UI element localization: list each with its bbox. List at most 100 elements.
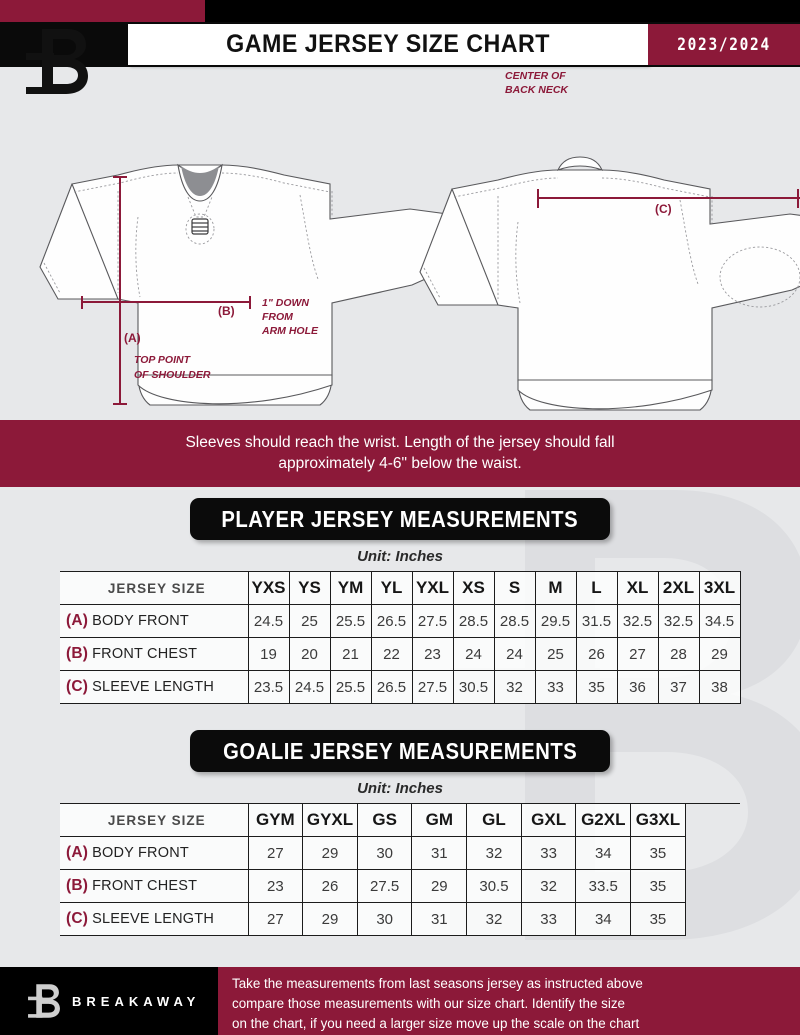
column-header-ym: YM <box>329 571 372 605</box>
row-label-body-front: (A) BODY FRONT <box>60 836 249 870</box>
cell-xs-c: 30.5 <box>452 670 495 704</box>
cell-g3xl-b: 35 <box>630 869 686 903</box>
footer-brand-name: BREAKAWAY <box>72 993 201 1009</box>
cell-s-b: 24 <box>493 637 536 671</box>
front-marker-a-label: (A) <box>124 331 141 345</box>
column-header-empty <box>685 803 740 837</box>
cell-3xl-c: 38 <box>698 670 741 704</box>
table-row: (A) BODY FRONT 24.5 25 25.5 26.5 27.5 28.5 28.5 2… <box>60 604 741 638</box>
column-header-gxl: GXL <box>520 803 577 837</box>
cell-xs-b: 24 <box>452 637 495 671</box>
column-header-jersey-size: JERSEY SIZE <box>60 803 249 837</box>
player-unit-label: Unit: Inches <box>357 548 443 565</box>
column-header-gyxl: GYXL <box>302 803 358 837</box>
cell-yl-b: 22 <box>370 637 413 671</box>
column-header-gl: GL <box>466 803 522 837</box>
cell-gym-b: 23 <box>247 869 304 903</box>
cell-3xl-b: 29 <box>698 637 741 671</box>
cell-yxs-c: 23.5 <box>247 670 290 704</box>
footer-line-2: compare those measurements with our size… <box>232 996 625 1012</box>
front-note-a-line1: TOP POINT <box>134 354 192 366</box>
cell-m-c: 33 <box>534 670 577 704</box>
cell-g2xl-a: 34 <box>575 836 632 870</box>
table-row: (C) SLEEVE LENGTH 27 29 30 31 32 33 34 35 <box>60 902 740 936</box>
cell-xl-b: 27 <box>616 637 659 671</box>
row-label-sleeve-length: (C) SLEEVE LENGTH <box>60 670 249 704</box>
cell-l-c: 35 <box>575 670 618 704</box>
top-strip-black <box>205 0 800 22</box>
cell-2xl-c: 37 <box>657 670 700 704</box>
cell-g3xl-c: 35 <box>630 902 686 936</box>
cell-ys-c: 24.5 <box>288 670 331 704</box>
column-header-yxl: YXL <box>411 571 454 605</box>
column-header-yl: YL <box>370 571 413 605</box>
cell-xs-a: 28.5 <box>452 604 495 638</box>
table-row: (A) BODY FRONT 27 29 30 31 32 33 34 35 <box>60 836 740 870</box>
front-jersey-illustration: (B) (A) TOP POINT OF SHOULDER 1" DOWN FR… <box>39 163 471 406</box>
cell-gym-a: 27 <box>247 836 304 870</box>
row-marker-tag: (C) <box>66 910 89 927</box>
cell-3xl-a: 34.5 <box>698 604 741 638</box>
cell-m-b: 25 <box>534 637 577 671</box>
cell-gyxl-a: 29 <box>302 836 358 870</box>
table-row: (C) SLEEVE LENGTH 23.5 24.5 25.5 26.5 27.5 30.5… <box>60 670 741 704</box>
cell-gxl-c: 33 <box>520 902 577 936</box>
cell-s-c: 32 <box>493 670 536 704</box>
season-badge: 2023/2024 <box>648 24 800 65</box>
cell-yxl-c: 27.5 <box>411 670 454 704</box>
column-header-gym: GYM <box>247 803 304 837</box>
player-measurements-table-wrap: JERSEY SIZE YXS YS YM YL YXL XS S M L XL 2XL 3XL (A) B… <box>60 571 741 704</box>
cell-gm-a: 31 <box>411 836 468 870</box>
row-label-body-front: (A) BODY FRONT <box>60 604 249 638</box>
table-header-row: JERSEY SIZE GYM GYXL GS GM GL GXL G2XL G3XL <box>60 803 740 837</box>
row-marker-tag: (C) <box>66 678 89 695</box>
cell-2xl-b: 28 <box>657 637 700 671</box>
breakaway-b-logo-icon <box>26 29 88 94</box>
cell-gs-b: 27.5 <box>356 869 413 903</box>
cell-empty <box>685 903 740 936</box>
cell-yl-c: 26.5 <box>370 670 413 704</box>
cell-s-a: 28.5 <box>493 604 536 638</box>
cell-empty <box>685 870 740 903</box>
breakaway-b-logo-icon <box>28 984 60 1018</box>
cell-ym-a: 25.5 <box>329 604 372 638</box>
back-jersey-illustration: (C) CENTER OF BACK NECK <box>419 70 800 411</box>
column-header-ys: YS <box>288 571 331 605</box>
column-header-gm: GM <box>411 803 468 837</box>
goalie-section-title: GOALIE JERSEY MEASUREMENTS <box>222 737 578 764</box>
front-note-a-line2: OF SHOULDER <box>134 369 211 381</box>
table-row: (B) FRONT CHEST 19 20 21 22 23 24 24 25 26 27 28 29 <box>60 637 741 671</box>
column-header-jersey-size: JERSEY SIZE <box>60 571 249 605</box>
row-label-front-chest: (B) FRONT CHEST <box>60 869 249 903</box>
column-header-xl: XL <box>616 571 659 605</box>
cell-xl-c: 36 <box>616 670 659 704</box>
footer-line-3: on the chart, if you need a larger size … <box>232 1016 640 1032</box>
column-header-m: M <box>534 571 577 605</box>
row-marker-tag: (A) <box>66 844 89 861</box>
front-note-b-line3: ARM HOLE <box>261 325 319 337</box>
cell-gs-a: 30 <box>356 836 413 870</box>
row-marker-tag: (B) <box>66 645 89 662</box>
cell-g2xl-b: 33.5 <box>575 869 632 903</box>
cell-g2xl-c: 34 <box>575 902 632 936</box>
column-header-g2xl: G2XL <box>575 803 632 837</box>
table-row: (B) FRONT CHEST 23 26 27.5 29 30.5 32 33.5 35 <box>60 869 740 903</box>
cell-yxl-b: 23 <box>411 637 454 671</box>
page-footer: BREAKAWAY Take the measurements from las… <box>0 967 800 1035</box>
row-marker-tag: (B) <box>66 877 89 894</box>
column-header-2xl: 2XL <box>657 571 700 605</box>
column-header-gs: GS <box>356 803 413 837</box>
cell-gm-c: 31 <box>411 902 468 936</box>
back-neck-note-line1: CENTER OF <box>505 70 566 82</box>
cell-2xl-a: 32.5 <box>657 604 700 638</box>
row-label-sleeve-length: (C) SLEEVE LENGTH <box>60 902 249 936</box>
goalie-unit-label: Unit: Inches <box>357 780 443 797</box>
page-title-box: GAME JERSEY SIZE CHART <box>128 24 648 65</box>
page-title: GAME JERSEY SIZE CHART <box>226 30 550 58</box>
cell-gxl-b: 32 <box>520 869 577 903</box>
column-header-s: S <box>493 571 536 605</box>
cell-ym-c: 25.5 <box>329 670 372 704</box>
front-note-b-line2: FROM <box>262 311 293 323</box>
column-header-yxs: YXS <box>247 571 290 605</box>
